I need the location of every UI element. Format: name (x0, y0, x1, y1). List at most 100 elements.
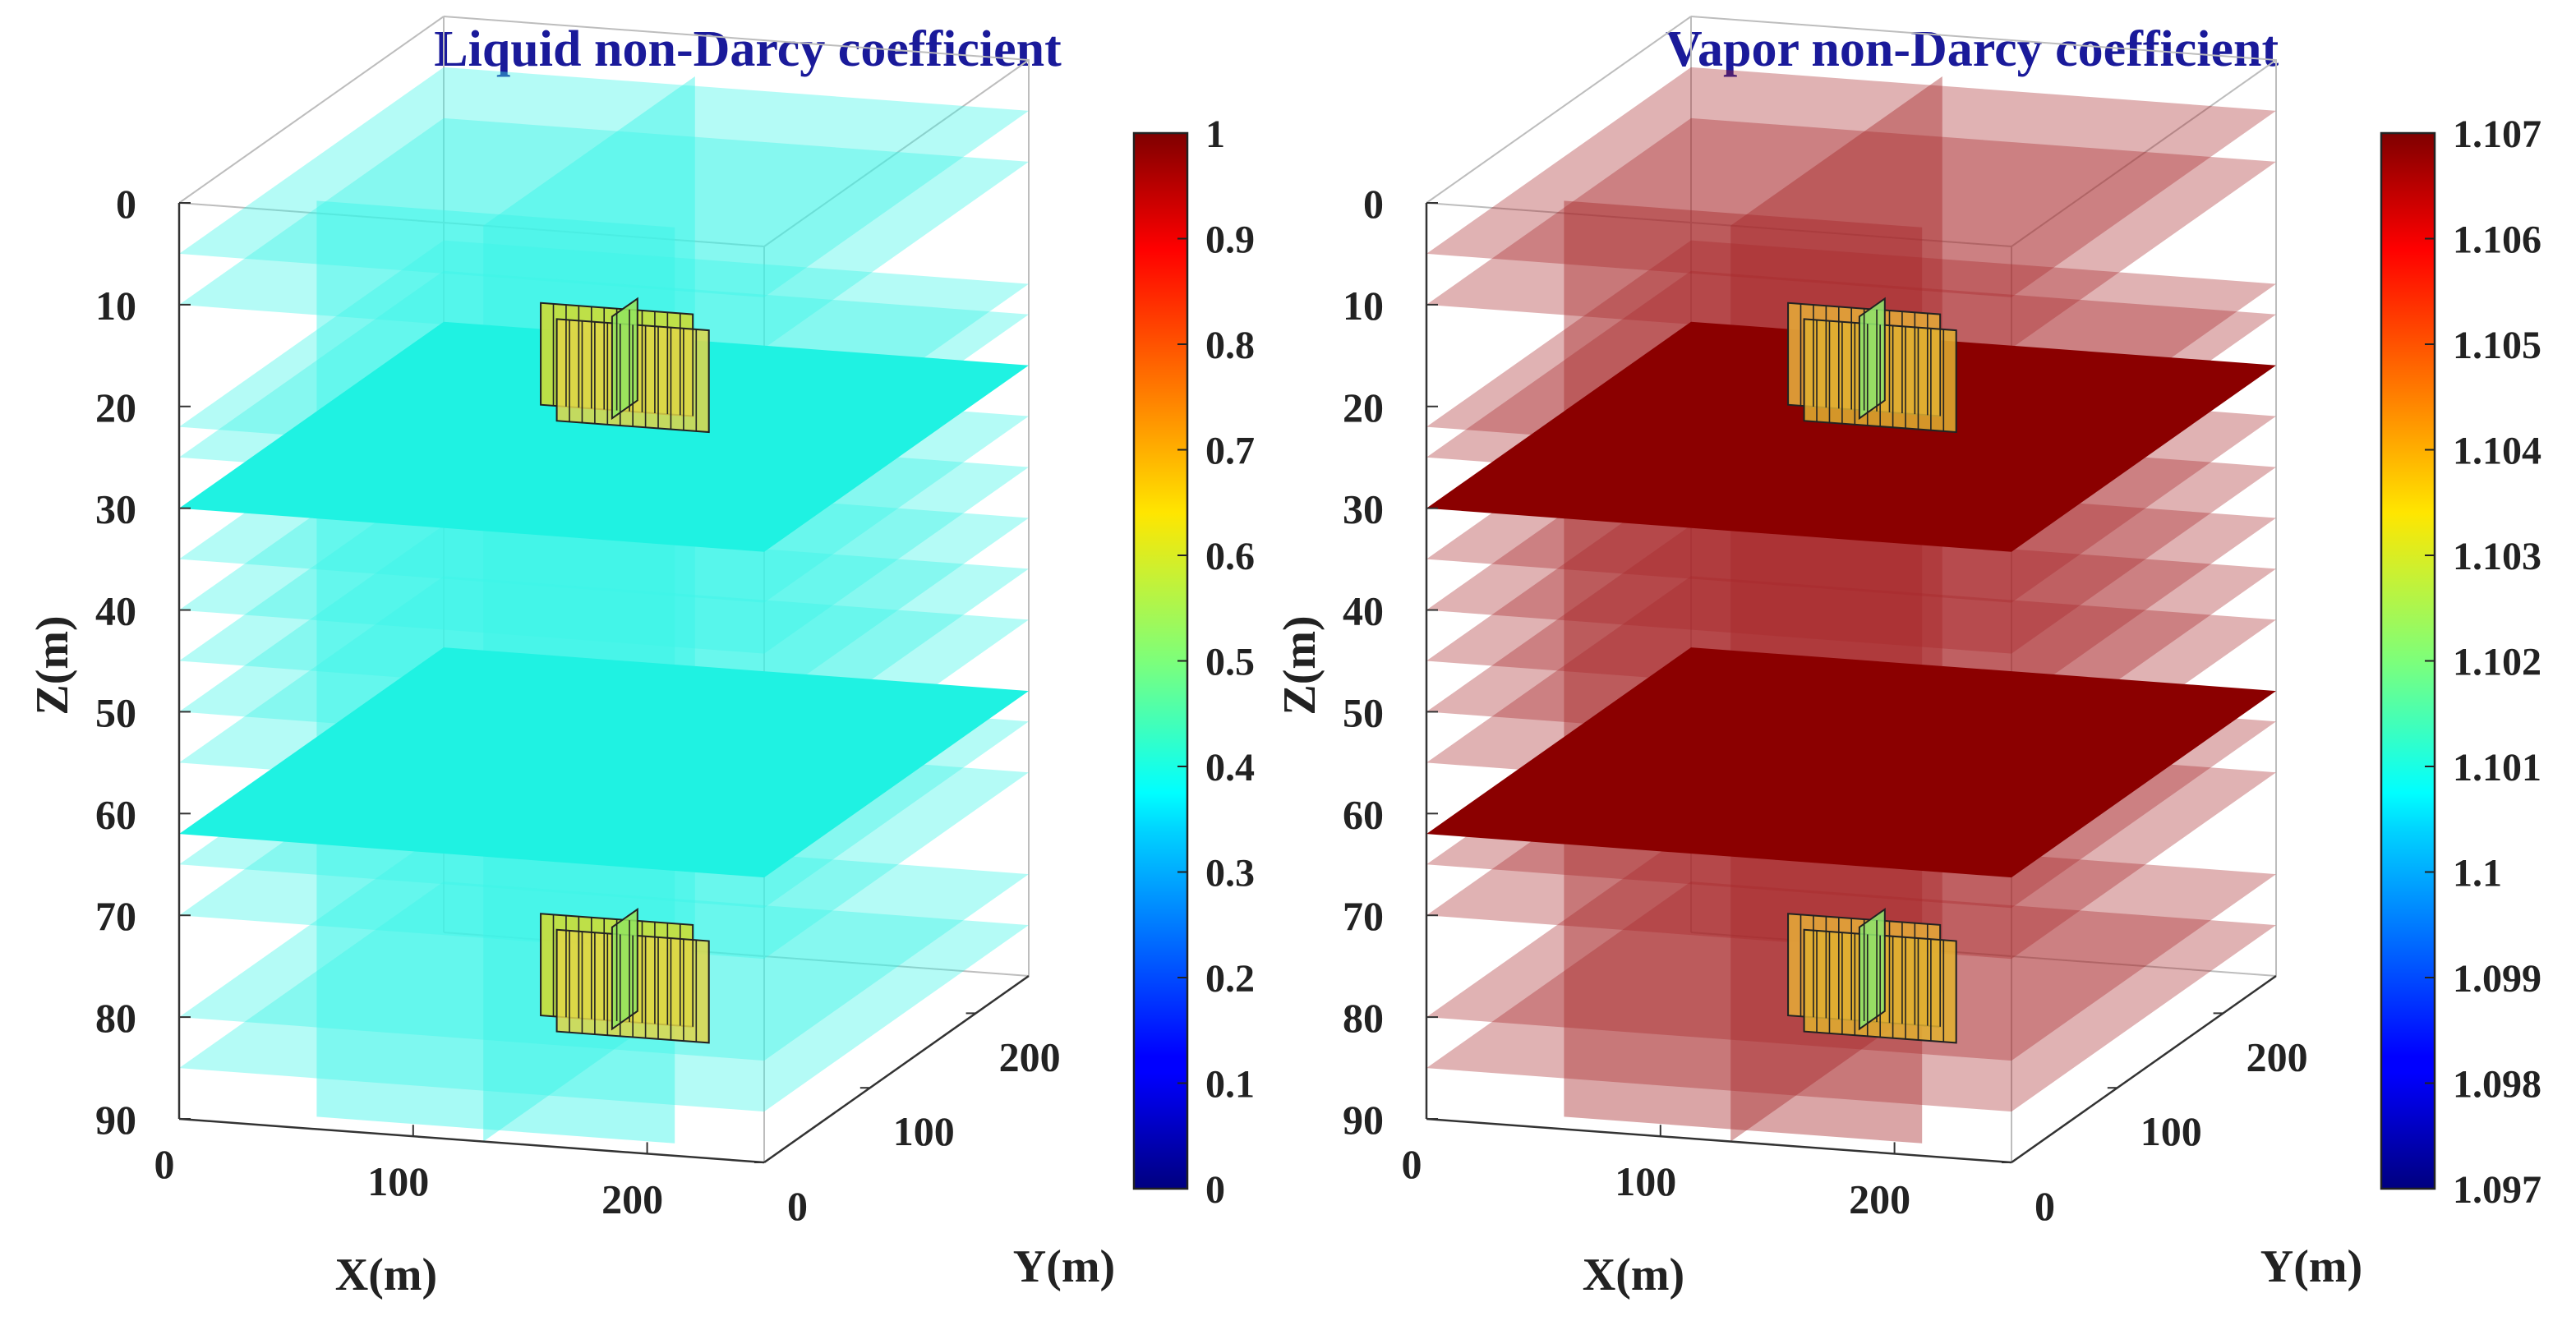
opaque-layer (179, 647, 1029, 878)
z-tick-label: 50 (95, 689, 136, 735)
panel-title: Liquid non-Darcy coefficient (434, 21, 1062, 77)
slices (179, 67, 1029, 1144)
x-axis-label: X(m) (1583, 1249, 1684, 1300)
z-axis-label: Z(m) (1274, 615, 1325, 715)
horizontal-slice (1426, 474, 2276, 705)
z-tick-label: 30 (95, 486, 136, 532)
y-axis-line (763, 974, 1030, 1164)
z-axis-label: Z(m) (27, 615, 78, 715)
z-tick-label: 70 (95, 893, 136, 939)
fractures (1787, 297, 1957, 1044)
x-tick-label: 100 (1615, 1158, 1676, 1204)
fractures (540, 297, 710, 1044)
colorbar-tick-label: 0.9 (1205, 219, 1255, 262)
slices (1426, 67, 2276, 1144)
z-tick-label: 30 (1343, 486, 1384, 532)
opaque-layer (1426, 321, 2276, 552)
x-axis-label: X(m) (335, 1249, 437, 1300)
z-tick-label: 80 (95, 995, 136, 1041)
colorbar-tick-label: 0.1 (1205, 1063, 1255, 1107)
colorbar-tick-label: 0.5 (1205, 641, 1255, 684)
x-axis-line (1426, 1117, 2012, 1164)
grid-line (178, 202, 765, 247)
colorbar-tick-label: 1.099 (2453, 957, 2541, 1001)
z-tick-label: 20 (1343, 384, 1384, 430)
colorbar-tick-label: 1.101 (2453, 746, 2541, 789)
z-tick-label: 0 (1363, 181, 1384, 227)
colorbar-tick-label: 0.3 (1205, 852, 1255, 895)
panel-vapor: Vapor non-Darcy coefficient 0 10 20 30 40 50 6… (1274, 16, 2541, 1300)
z-tick-label: 60 (1343, 791, 1384, 837)
horizontal-slice (179, 474, 1029, 705)
fracture (1787, 297, 1957, 434)
z-tick-label: 90 (95, 1097, 136, 1143)
horizontal-slice (1426, 117, 2276, 348)
x-tick-label: 0 (1402, 1141, 1422, 1187)
colorbar-tick-label: 1.104 (2453, 430, 2541, 473)
opaque-layer (179, 321, 1029, 552)
colorbar: 1.097 1.098 1.099 1.1 1.101 1.102 1.103 1.104 1.… (2380, 113, 2541, 1212)
horizontal-slice (179, 117, 1029, 348)
colorbar-tick-label: 0.2 (1205, 957, 1255, 1001)
colorbar: 0 0.1 0.2 0.3 0.4 0.5 0.6 0.7 0.8 0.9 1 (1132, 113, 1255, 1212)
fracture (1787, 907, 1957, 1044)
z-tick-label: 90 (1343, 1097, 1384, 1143)
grid-line (178, 16, 445, 204)
colorbar-tick-label: 1.105 (2453, 324, 2541, 367)
grid-line (763, 59, 1030, 247)
colorbar-tick-label: 0.6 (1205, 535, 1255, 578)
axes: 0 10 20 30 40 50 60 70 80 90 0 100 200 0 100 200 (1343, 181, 2308, 1229)
y-axis-label: Y(m) (1013, 1241, 1115, 1292)
fracture (540, 297, 710, 434)
z-tick-label: 0 (116, 181, 136, 227)
x-tick-label: 100 (367, 1158, 429, 1204)
y-tick-label: 200 (2247, 1033, 2308, 1079)
y-tick-label: 200 (999, 1033, 1061, 1079)
fracture-panel (611, 297, 638, 421)
colorbar-tick-label: 1.098 (2453, 1063, 2541, 1107)
colorbar-tick-label: 1 (1205, 113, 1225, 156)
x-tick-label: 0 (154, 1141, 175, 1187)
plot-area: 0 10 20 30 40 50 60 70 80 90 0 100 200 0 100 200 (1343, 16, 2308, 1229)
z-tick-label: 40 (95, 588, 136, 634)
y-tick-label: 0 (787, 1183, 808, 1229)
plot-area: 0 10 20 30 40 50 60 70 80 90 0 100 200 0 100 200 (95, 16, 1061, 1229)
y-axis-label: Y(m) (2260, 1241, 2362, 1292)
colorbar-tick-label: 0.7 (1205, 430, 1255, 473)
z-tick-label: 10 (95, 283, 136, 329)
colorbar-tick-label: 1.102 (2453, 641, 2541, 684)
colorbar-tick-label: 0.8 (1205, 324, 1255, 367)
z-tick-label: 60 (95, 791, 136, 837)
z-tick-label: 10 (1343, 283, 1384, 329)
colorbar-tick-label: 1.097 (2453, 1168, 2541, 1212)
colorbar-tick-label: 1.106 (2453, 219, 2541, 262)
axes: 0 10 20 30 40 50 60 70 80 90 0 100 200 0 100 200 (95, 181, 1061, 1229)
fracture (540, 907, 710, 1044)
grid-line (1426, 16, 1692, 204)
z-tick-label: 80 (1343, 995, 1384, 1041)
y-tick-label: 0 (2035, 1183, 2055, 1229)
fracture-panel (1858, 907, 1886, 1031)
colorbar-tick-label: 1.1 (2453, 852, 2502, 895)
z-tick-label: 70 (1343, 893, 1384, 939)
y-axis-line (2011, 974, 2277, 1164)
x-axis-line (178, 1117, 765, 1164)
z-tick-label: 50 (1343, 689, 1384, 735)
fracture-panel (611, 907, 638, 1031)
y-tick-label: 100 (893, 1108, 955, 1154)
x-tick-label: 200 (1849, 1176, 1910, 1222)
y-tick-label: 100 (2141, 1108, 2202, 1154)
opaque-layer (1426, 647, 2276, 878)
x-tick-label: 200 (601, 1176, 663, 1222)
horizontal-slice (179, 67, 1029, 297)
grid-line (1426, 202, 2012, 247)
colorbar-tick-label: 0.4 (1205, 746, 1255, 789)
z-tick-label: 40 (1343, 588, 1384, 634)
colorbar-tick-label: 1.103 (2453, 535, 2541, 578)
z-tick-label: 20 (95, 384, 136, 430)
fracture-panel (1858, 297, 1886, 421)
panel-liquid: Liquid non-Darcy coefficient 01020304050… (27, 16, 1255, 1300)
colorbar-tick-label: 0 (1205, 1168, 1225, 1212)
colorbar-tick-label: 1.107 (2453, 113, 2541, 156)
